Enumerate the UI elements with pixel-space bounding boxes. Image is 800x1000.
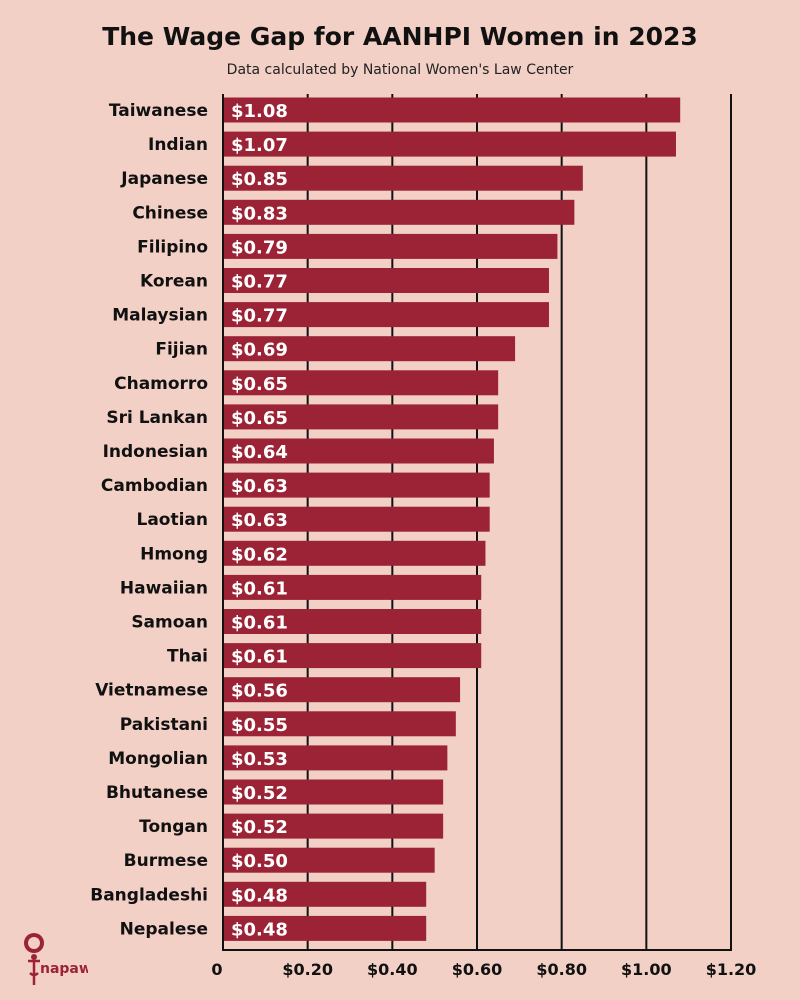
data-label: $0.63: [231, 476, 288, 497]
bar-laotian: [223, 506, 490, 532]
bar-sri-lankan: [223, 404, 499, 430]
data-label: $0.77: [231, 272, 288, 293]
bar-mongolian: [223, 745, 448, 771]
bar-bhutanese: [223, 779, 444, 805]
category-label: Burmese: [124, 851, 208, 871]
bar-filipino: [223, 233, 558, 259]
bar-burmese: [223, 847, 435, 873]
category-label: Sri Lankan: [106, 408, 208, 428]
bar-thai: [223, 643, 482, 669]
category-label: Laotian: [136, 510, 208, 530]
bar-indian: [223, 131, 676, 157]
bar-indonesian: [223, 438, 494, 464]
category-label: Mongolian: [108, 749, 208, 769]
x-tick-label: $1.00: [621, 960, 672, 979]
data-label: $0.79: [231, 237, 288, 258]
bar-vietnamese: [223, 677, 461, 703]
data-label: $1.07: [231, 135, 288, 156]
logo-text: napawf: [40, 961, 88, 977]
data-label: $0.64: [231, 442, 288, 463]
category-label: Bangladeshi: [90, 885, 208, 905]
data-label: $1.08: [231, 101, 288, 122]
category-label: Chamorro: [114, 374, 208, 394]
category-label: Hmong: [140, 544, 208, 564]
x-tick-label: $0.80: [536, 960, 587, 979]
data-label: $0.48: [231, 885, 288, 906]
bar-chinese: [223, 199, 575, 225]
x-tick-label: $0.40: [367, 960, 418, 979]
data-label: $0.83: [231, 203, 288, 224]
category-label: Nepalese: [120, 919, 208, 939]
category-label: Korean: [140, 272, 208, 292]
category-label: Thai: [167, 647, 208, 667]
bar-cambodian: [223, 472, 490, 498]
bar-samoan: [223, 609, 482, 634]
data-label: $0.65: [231, 408, 288, 429]
bar-fijian: [223, 336, 516, 362]
category-label: Fijian: [155, 340, 208, 360]
category-label: Tongan: [139, 817, 208, 837]
bar-bangladeshi: [223, 881, 427, 907]
category-label: Samoan: [131, 613, 208, 633]
bar-korean: [223, 268, 549, 293]
data-label: $0.52: [231, 817, 288, 838]
x-tick-label: $1.20: [706, 960, 757, 979]
category-label: Indian: [148, 135, 208, 155]
data-label: $0.52: [231, 783, 288, 804]
category-label: Cambodian: [101, 476, 208, 496]
logo-icon: napawf: [19, 929, 88, 985]
data-label: $0.56: [231, 681, 288, 702]
x-tick-label: $0.20: [282, 960, 333, 979]
chart-subtitle: Data calculated by National Women's Law …: [226, 62, 574, 78]
data-label: $0.77: [231, 306, 288, 327]
category-label: Bhutanese: [106, 783, 208, 803]
data-label: $0.65: [231, 374, 288, 395]
chart-title: The Wage Gap for AANHPI Women in 2023: [102, 22, 698, 51]
bar-nepalese: [223, 915, 427, 941]
x-tick-label: 0: [211, 960, 222, 979]
category-label: Vietnamese: [95, 681, 208, 701]
category-label: Malaysian: [112, 306, 208, 326]
data-label: $0.48: [231, 919, 288, 940]
bar-taiwanese: [223, 97, 681, 123]
data-label: $0.69: [231, 340, 288, 361]
data-label: $0.53: [231, 749, 288, 770]
category-label: Chinese: [132, 203, 208, 223]
data-label: $0.85: [231, 169, 288, 190]
bar-hawaiian: [223, 574, 482, 600]
data-label: $0.61: [231, 613, 288, 634]
data-label: $0.63: [231, 510, 288, 531]
data-label: $0.61: [231, 647, 288, 668]
data-label: $0.62: [231, 544, 288, 565]
bar-japanese: [223, 165, 583, 191]
category-label: Indonesian: [103, 442, 208, 462]
category-label: Filipino: [137, 237, 208, 257]
category-label: Taiwanese: [109, 101, 208, 121]
bar-tongan: [223, 813, 444, 839]
data-label: $0.61: [231, 578, 288, 599]
category-label: Pakistani: [120, 715, 208, 735]
category-label: Japanese: [120, 169, 208, 189]
x-tick-label: $0.60: [452, 960, 503, 979]
bar-hmong: [223, 540, 486, 566]
bar-pakistani: [223, 711, 456, 737]
bar-malaysian: [223, 302, 549, 328]
bar-chamorro: [223, 370, 499, 396]
data-label: $0.50: [231, 851, 288, 872]
data-label: $0.55: [231, 715, 288, 736]
category-label: Hawaiian: [120, 578, 208, 598]
